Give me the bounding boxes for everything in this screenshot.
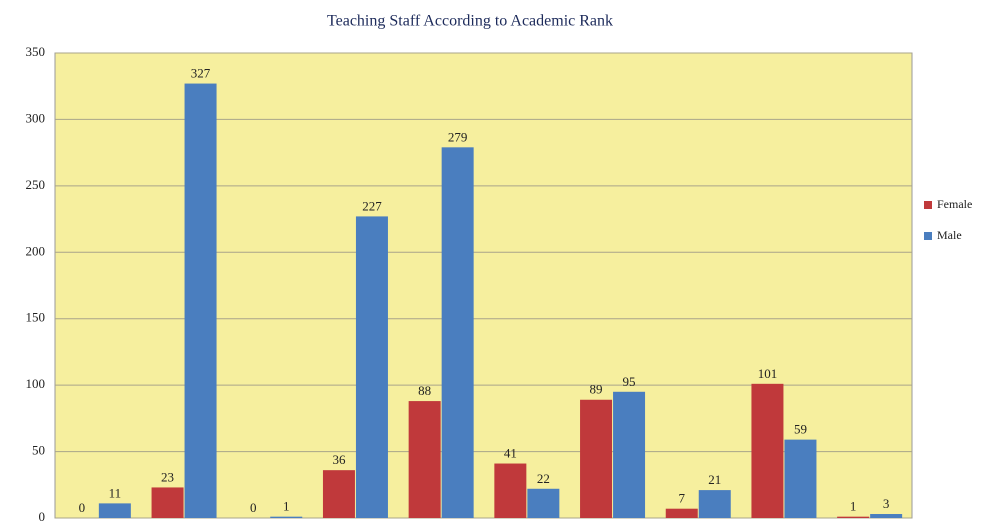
data-label: 22 [537,471,550,486]
data-label: 0 [79,500,86,515]
bar [494,463,527,518]
data-label: 59 [794,422,807,437]
bar [580,399,613,518]
bar [322,470,355,518]
data-label: 36 [332,452,346,467]
chart-title: Teaching Staff According to Academic Ran… [327,13,613,30]
data-label: 7 [679,491,686,506]
legend: Female Male [924,197,972,242]
data-label: 89 [590,382,603,397]
legend-label: Female [937,197,972,211]
bar [441,147,474,519]
data-label: 21 [708,472,721,487]
data-label: 23 [161,469,174,484]
bar [527,488,560,518]
bar [698,490,731,518]
data-label: 279 [448,129,468,144]
y-tick-label: 300 [26,110,46,125]
y-tick-label: 250 [26,177,46,192]
data-label: 1 [850,499,857,514]
y-tick-label: 150 [26,310,46,325]
legend-swatch [924,201,932,209]
bar [355,216,388,518]
data-label: 3 [883,496,890,511]
bar [151,487,184,518]
data-label: 327 [191,66,211,81]
bar [613,391,646,518]
legend-label: Male [937,228,962,242]
bar [784,439,817,518]
data-label: 101 [758,366,778,381]
data-label: 88 [418,383,431,398]
bar [184,83,217,519]
data-label: 11 [109,485,122,500]
bar [751,383,784,518]
data-label: 95 [623,374,636,389]
data-label: 0 [250,500,257,515]
y-tick-label: 50 [32,443,45,458]
y-tick-label: 200 [26,243,46,258]
y-tick-label: 350 [26,44,46,59]
data-label: 41 [504,446,517,461]
y-tick-label: 0 [39,509,46,521]
y-tick-label: 100 [26,376,46,391]
bar [408,401,441,518]
legend-swatch [924,232,932,240]
bar [98,503,131,518]
bar [837,516,870,518]
bar [870,514,903,518]
data-label: 1 [283,499,290,514]
bar [665,508,698,518]
bar [270,516,303,518]
data-label: 227 [362,198,382,213]
